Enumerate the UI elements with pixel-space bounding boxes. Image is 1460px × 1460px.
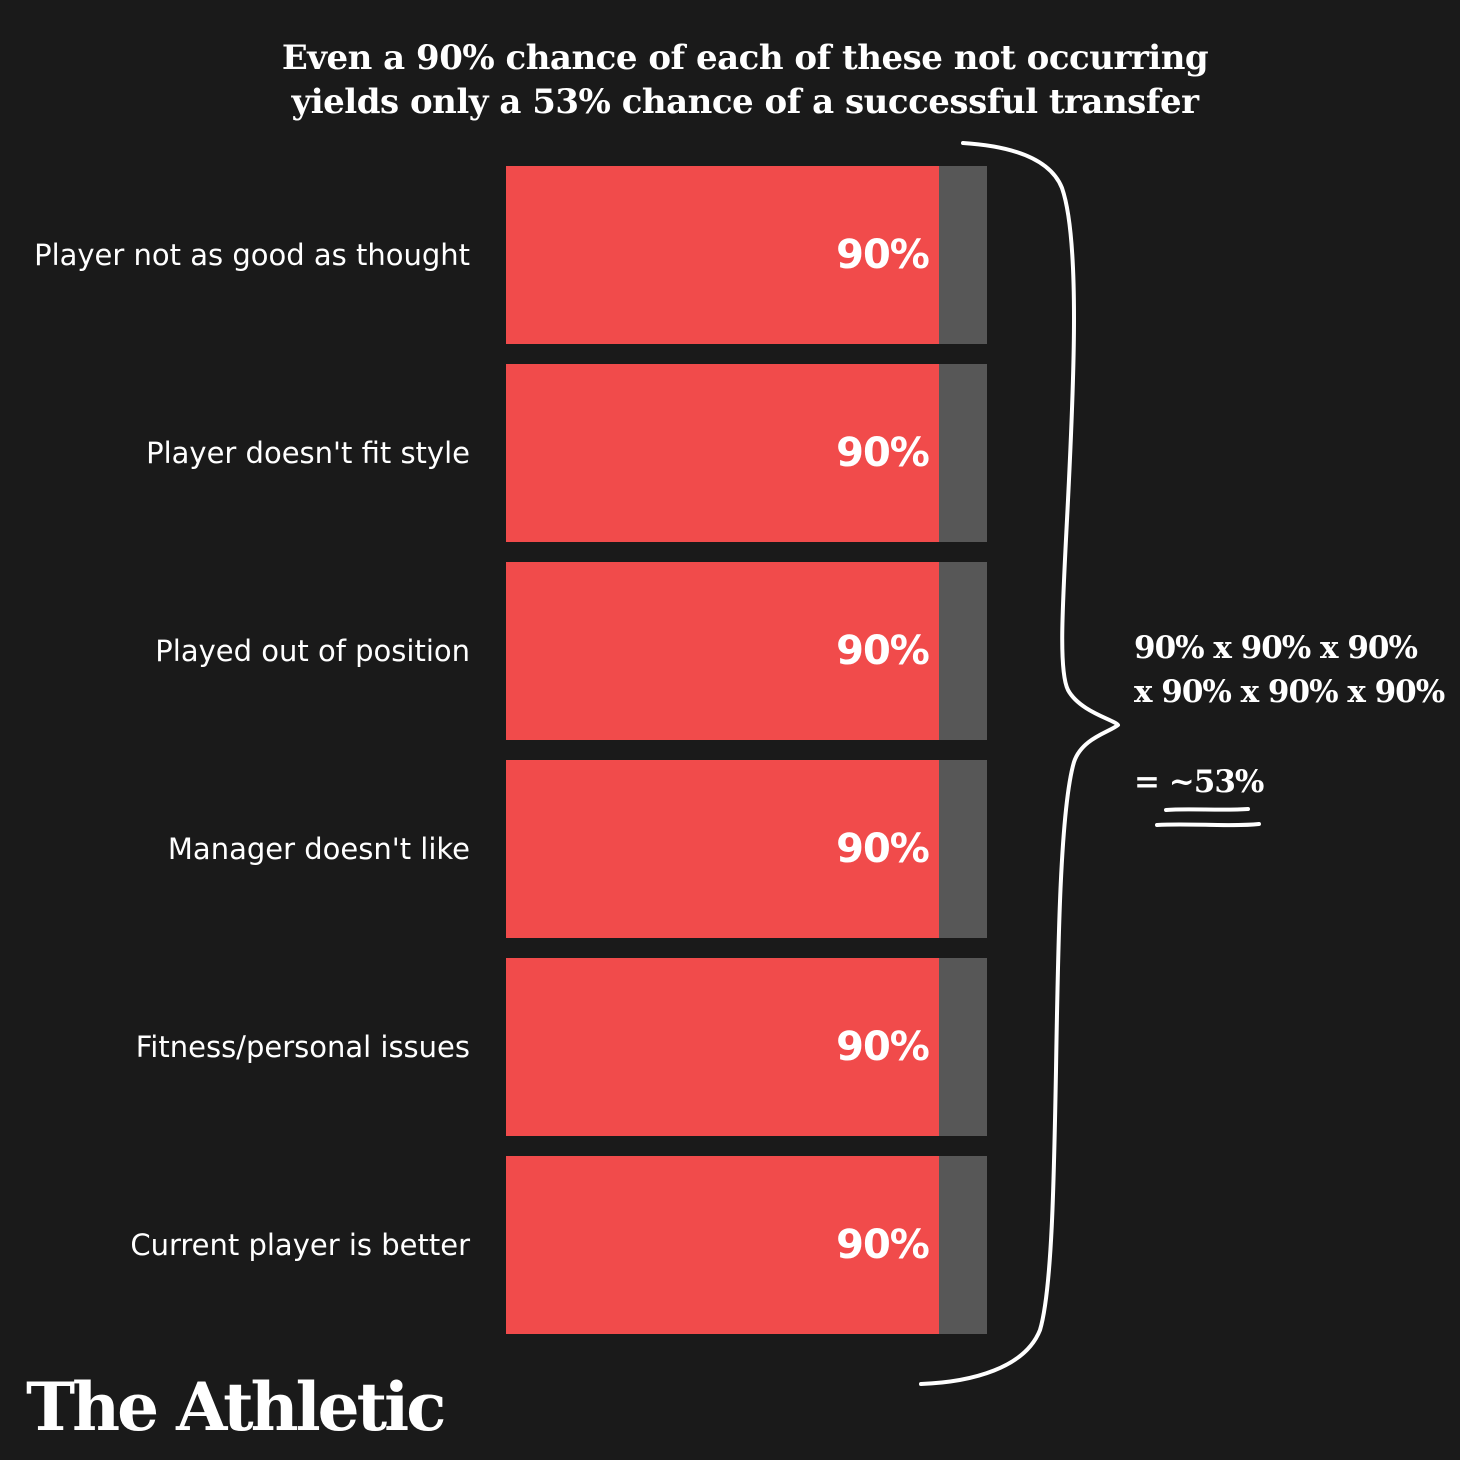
bar-value-label: 90% <box>836 1222 930 1268</box>
chart-title: Even a 90% chance of each of these not o… <box>230 36 1260 124</box>
category-label: Player not as good as thought <box>34 238 470 272</box>
the-athletic-logo: The Athletic <box>26 1368 446 1446</box>
bar: 90% <box>506 166 939 344</box>
underline-stroke-1 <box>1164 807 1250 812</box>
multiplication-annotation: 90% x 90% x 90% x 90% x 90% x 90% <box>1134 626 1445 714</box>
result-prefix: = <box>1134 764 1169 800</box>
bar-remainder: 90% <box>506 364 987 542</box>
bar-value-label: 90% <box>836 1024 930 1070</box>
equation-line-2: x 90% x 90% x 90% <box>1134 674 1445 710</box>
bar-value-label: 90% <box>836 232 930 278</box>
chart-title-line-1: Even a 90% chance of each of these not o… <box>281 38 1209 78</box>
bar: 90% <box>506 958 939 1136</box>
bar: 90% <box>506 760 939 938</box>
category-label: Current player is better <box>130 1228 470 1262</box>
bar: 90% <box>506 1156 939 1334</box>
bar-remainder: 90% <box>506 1156 987 1334</box>
bar-value-label: 90% <box>836 628 930 674</box>
bar-remainder: 90% <box>506 760 987 938</box>
bar-remainder: 90% <box>506 166 987 344</box>
curly-brace-stroke <box>919 141 1120 1386</box>
category-label: Fitness/personal issues <box>135 1030 470 1064</box>
bar-value-label: 90% <box>836 826 930 872</box>
bar: 90% <box>506 364 939 542</box>
underline-stroke-2 <box>1155 822 1261 828</box>
result-value: ~53% <box>1168 764 1265 800</box>
category-label: Manager doesn't like <box>167 832 470 866</box>
chart-title-line-2: yields only a 53% chance of a successful… <box>291 82 1199 122</box>
category-label: Played out of position <box>155 634 470 668</box>
bar-remainder: 90% <box>506 958 987 1136</box>
equation-line-1: 90% x 90% x 90% <box>1134 630 1418 666</box>
result-annotation: = ~53% <box>1134 760 1265 804</box>
bar: 90% <box>506 562 939 740</box>
category-label: Player doesn't fit style <box>146 436 470 470</box>
bar-remainder: 90% <box>506 562 987 740</box>
bar-value-label: 90% <box>836 430 930 476</box>
